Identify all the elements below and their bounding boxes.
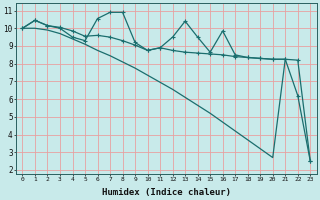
X-axis label: Humidex (Indice chaleur): Humidex (Indice chaleur) bbox=[102, 188, 231, 197]
